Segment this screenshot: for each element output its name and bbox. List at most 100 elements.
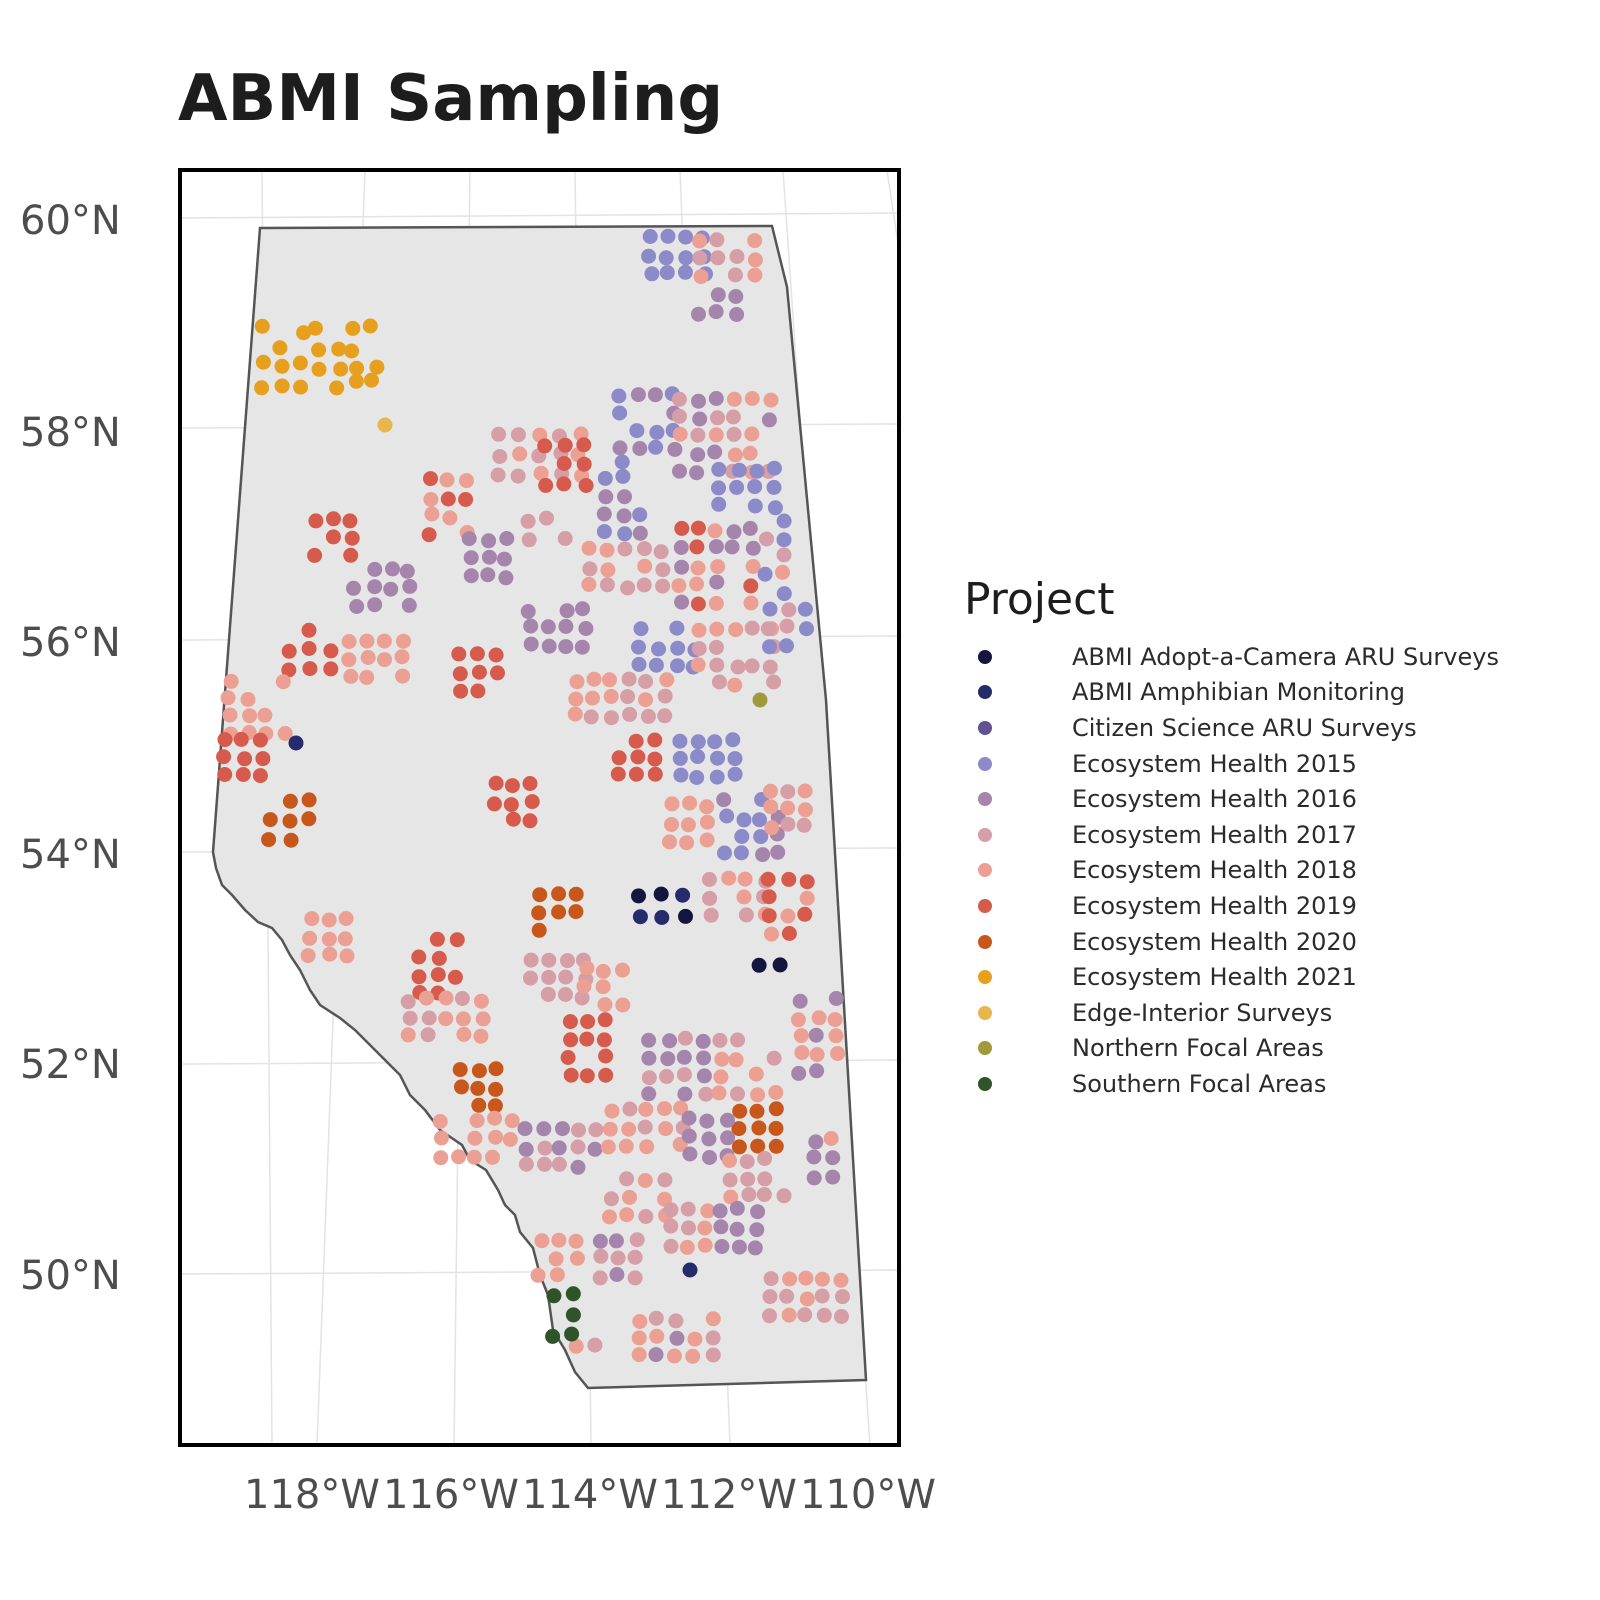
sampling-point (681, 1128, 697, 1144)
lat-label-56n: 56°N (20, 620, 121, 666)
sampling-point (627, 1249, 643, 1265)
sampling-point (454, 1079, 469, 1095)
sampling-point (581, 540, 597, 556)
lon-label-114w: 114°W (522, 1472, 658, 1518)
sampling-point (709, 232, 725, 248)
legend-label: Ecosystem Health 2021 (1072, 963, 1357, 992)
sampling-point (568, 886, 584, 902)
sampling-point (395, 668, 411, 684)
sampling-point (603, 1191, 619, 1207)
legend-label: Ecosystem Health 2015 (1072, 749, 1357, 778)
sampling-point (622, 1189, 637, 1205)
sampling-point (749, 1222, 765, 1238)
sampling-point (596, 1032, 612, 1048)
sampling-point (292, 355, 308, 371)
sampling-point (655, 578, 671, 594)
sampling-point (537, 1156, 552, 1172)
sampling-point (768, 1138, 784, 1154)
sampling-point (439, 472, 455, 488)
sampling-point (680, 817, 696, 833)
legend-item-eh-2020: Ecosystem Health 2020 (964, 924, 1499, 960)
sampling-point (423, 471, 438, 487)
sampling-point (505, 811, 521, 827)
sampling-point (743, 595, 759, 611)
sampling-point (731, 1121, 747, 1137)
sampling-point (833, 1272, 849, 1288)
sampling-point (757, 566, 773, 582)
sampling-point (307, 547, 323, 563)
sampling-point (359, 669, 375, 685)
sampling-point (272, 340, 288, 356)
sampling-point (674, 594, 690, 610)
sampling-point (346, 580, 361, 596)
sampling-point (726, 391, 742, 407)
sampling-point (799, 874, 815, 890)
sampling-point (753, 829, 769, 845)
sampling-point (569, 674, 585, 690)
sampling-point (531, 922, 547, 938)
legend-swatch (978, 1076, 992, 1091)
sampling-point (301, 622, 317, 638)
sampling-point (724, 539, 740, 555)
sampling-point (707, 734, 723, 750)
sampling-point (720, 1112, 735, 1128)
sampling-point (261, 832, 277, 848)
sampling-point (794, 1045, 810, 1061)
sampling-point (659, 1069, 675, 1084)
sampling-point (512, 446, 528, 462)
sampling-point (322, 946, 338, 962)
sampling-point (792, 993, 808, 1009)
sampling-point (676, 1067, 692, 1083)
sampling-point (711, 496, 727, 512)
legend-swatch (978, 649, 992, 664)
sampling-point (563, 1067, 579, 1083)
sampling-point (486, 796, 502, 812)
sampling-point (747, 252, 763, 268)
sampling-point (377, 652, 392, 668)
sampling-point (726, 524, 742, 540)
sampling-point (563, 1032, 579, 1048)
sampling-point (523, 636, 539, 652)
sampling-point (797, 906, 813, 922)
sampling-point (750, 1138, 766, 1154)
sampling-point (576, 437, 592, 453)
sampling-point (796, 817, 812, 833)
sampling-point (463, 568, 479, 584)
sampling-point (719, 808, 735, 824)
sampling-point (729, 307, 745, 322)
sampling-point (281, 662, 297, 678)
sampling-point (756, 1187, 772, 1202)
sampling-point (612, 440, 628, 456)
sampling-point (727, 766, 743, 782)
sampling-point (690, 520, 706, 536)
sampling-point (541, 969, 557, 985)
sampling-point (689, 539, 705, 555)
sampling-point (781, 926, 797, 941)
sampling-point (689, 770, 705, 785)
sampling-point (498, 570, 514, 586)
sampling-point (649, 1328, 665, 1344)
sampling-point (470, 1080, 486, 1096)
sampling-point (631, 1330, 647, 1346)
sampling-point (659, 265, 675, 281)
sampling-point (611, 388, 627, 404)
sampling-point (710, 750, 725, 766)
sampling-point (434, 1130, 449, 1146)
sampling-point (671, 578, 687, 594)
sampling-point (751, 957, 767, 973)
sampling-point (592, 1233, 608, 1249)
sampling-point (618, 1138, 634, 1154)
sampling-point (288, 735, 304, 751)
legend-swatch (978, 720, 992, 735)
sampling-point (602, 1209, 617, 1225)
sampling-point (658, 250, 674, 266)
sampling-point (337, 931, 353, 947)
sampling-point (610, 766, 626, 782)
sampling-point (281, 643, 297, 659)
sampling-point (776, 547, 792, 563)
sampling-point (587, 1141, 603, 1157)
sampling-point (599, 542, 615, 558)
sampling-point (799, 890, 815, 906)
lat-label-54n: 54°N (20, 832, 121, 878)
sampling-point (223, 673, 239, 689)
